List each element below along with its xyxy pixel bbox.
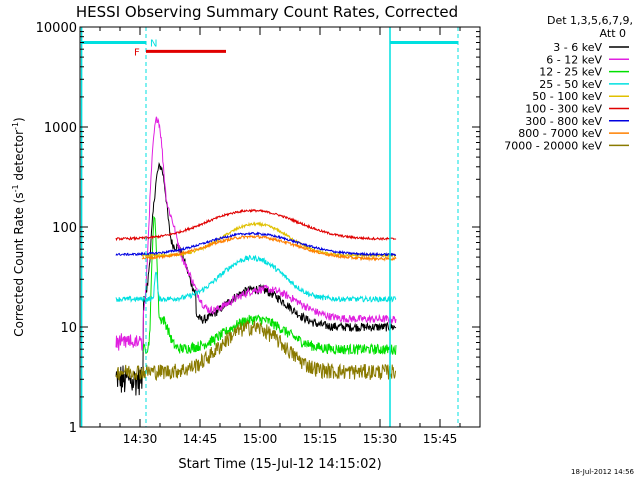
y-tick-label: 1000 xyxy=(44,121,77,136)
y-tick-label: 10000 xyxy=(36,21,77,36)
legend-label: 800 - 7000 keV xyxy=(518,127,602,140)
legend-label: 6 - 12 keV xyxy=(546,53,602,66)
y-tick-label: 1 xyxy=(69,421,77,436)
flare-flag-label: F xyxy=(134,47,140,58)
y-label-part1: Corrected Count Rate (s xyxy=(12,192,26,336)
y-label-part2: detector xyxy=(12,130,26,185)
legend-label: 12 - 25 keV xyxy=(539,66,602,79)
tick-layer: 14:30 14:45 15:00 15:15 15:30 15:45 1 10 100 1000… xyxy=(36,21,480,446)
series-line xyxy=(115,208,397,242)
legend-label: 300 - 800 keV xyxy=(525,115,602,128)
series-layer xyxy=(115,116,397,396)
x-tick-label: 14:45 xyxy=(183,432,218,446)
y-tick-label: 10 xyxy=(60,321,77,336)
y-label-sup1: -1 xyxy=(11,184,20,192)
legend-header-1: Det 1,3,5,6,7,9, xyxy=(547,14,633,27)
chart-title: HESSI Observing Summary Count Rates, Cor… xyxy=(76,3,458,21)
series-line xyxy=(115,231,397,257)
plot-frame xyxy=(79,26,481,428)
series-line xyxy=(115,320,396,382)
y-label-part3: ) xyxy=(12,117,26,122)
generation-timestamp: 18-Jul-2012 14:56 xyxy=(570,468,634,476)
y-label-sup2: -1 xyxy=(11,122,20,130)
night-flag-label: N xyxy=(150,38,157,49)
legend-label: 25 - 50 keV xyxy=(539,78,602,91)
legend-label: 3 - 6 keV xyxy=(553,41,602,54)
legend-label: 50 - 100 keV xyxy=(532,90,602,103)
x-tick-label: 15:00 xyxy=(243,432,278,446)
series-line xyxy=(142,215,397,356)
x-tick-label: 15:45 xyxy=(423,432,458,446)
overlay-layer: FN xyxy=(80,27,459,427)
legend-label: 7000 - 20000 keV xyxy=(504,139,602,152)
series-line xyxy=(141,234,397,262)
y-axis-label: Corrected Count Rate (s-1 detector-1) xyxy=(11,117,26,336)
x-tick-label: 14:30 xyxy=(123,432,158,446)
legend-label: 100 - 300 keV xyxy=(525,103,602,116)
y-tick-label: 100 xyxy=(52,221,77,236)
legend-header-2: Att 0 xyxy=(600,27,626,40)
series-line xyxy=(115,116,397,352)
series-line xyxy=(115,254,397,303)
x-axis-label: Start Time (15-Jul-12 14:15:02) xyxy=(178,457,381,472)
x-tick-label: 15:30 xyxy=(363,432,398,446)
x-tick-label: 15:15 xyxy=(303,432,338,446)
